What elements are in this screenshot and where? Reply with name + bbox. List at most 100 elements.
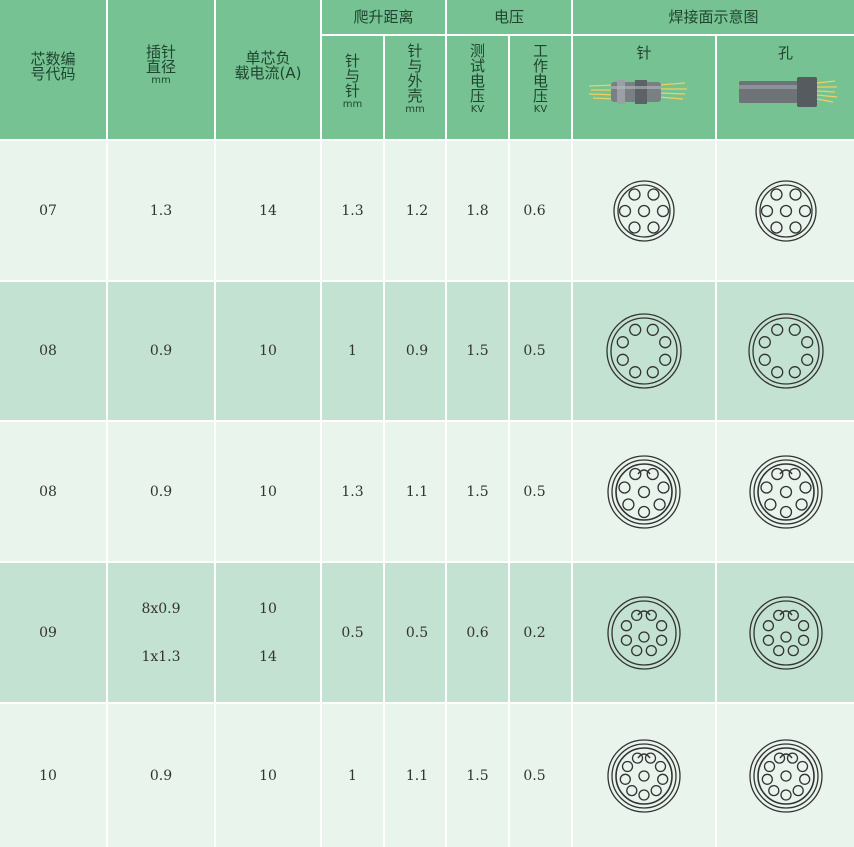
cell-text: 0.5	[523, 767, 546, 784]
header-voltage-label: 电压	[493, 7, 524, 26]
pin-face-diagram	[607, 454, 681, 529]
header-core-code: 芯数编 号代码	[0, 0, 106, 139]
header-pin-diameter-line1: 插针	[145, 43, 176, 61]
cell-text: 0.9	[149, 483, 173, 500]
header-pin-to-pin-2: 与	[344, 67, 360, 85]
header-work-voltage-4: 压	[532, 87, 548, 105]
header-current-line1: 单芯负	[245, 48, 291, 67]
header-work-voltage-2: 作	[532, 57, 548, 75]
cell-text: 10	[259, 767, 277, 784]
pin-face-diagram	[613, 179, 675, 242]
cell-ps: 1.2	[385, 141, 445, 280]
header-pin-diameter-line2: 直径	[145, 58, 176, 76]
cell-pp: 1	[322, 704, 383, 847]
cell-text: 0.5	[405, 624, 429, 641]
pin-face-diagram	[607, 738, 681, 813]
header-pin-to-shell-unit: mm	[405, 104, 425, 115]
pin-face-cell	[573, 422, 715, 561]
cell-text: 0.5	[523, 343, 546, 359]
cell-work: 0.2	[510, 563, 571, 702]
cell-text: 14	[259, 648, 277, 665]
pin-connector-image	[589, 80, 687, 104]
header-weld-face: 焊接面示意图	[573, 0, 854, 34]
header-creepage-label: 爬升距离	[353, 7, 414, 26]
pin-face-cell	[573, 704, 715, 847]
cell-ps: 0.5	[385, 563, 445, 702]
header-pin-to-pin-3: 针	[344, 82, 360, 100]
header-hole-label: 孔	[777, 44, 793, 62]
cell-current: 10	[216, 282, 320, 420]
header-work-voltage-1: 工	[532, 42, 548, 60]
cell-text: 10	[259, 483, 277, 500]
cell-text: 0.9	[149, 343, 173, 359]
cell-diameter: 0.9	[108, 282, 214, 420]
cell-work: 0.6	[510, 141, 571, 280]
cell-pp: 0.5	[322, 563, 383, 702]
cell-diameter: 0.9	[108, 704, 214, 847]
header-pin-to-shell-1: 针	[407, 42, 423, 60]
header-pin-to-pin-unit: mm	[342, 99, 363, 110]
hole-face-diagram	[747, 313, 824, 389]
cell-text: 07	[39, 202, 57, 219]
header-pin-to-pin-1: 针	[344, 52, 360, 70]
pin-face-diagram	[606, 313, 682, 389]
cell-text: 1.5	[466, 767, 489, 784]
cell-diameter: 0.9	[108, 422, 214, 561]
header-test-voltage-unit: KV	[470, 104, 485, 115]
header-pin-diameter-unit: mm	[151, 75, 171, 86]
cell-code: 10	[0, 704, 106, 847]
pin-face-cell	[573, 563, 715, 702]
cell-text: 0.5	[523, 483, 546, 500]
header-test-voltage: 测 试 电 压 KV	[447, 36, 508, 139]
cell-ps: 0.9	[385, 282, 445, 420]
header-work-voltage-3: 电	[532, 72, 548, 90]
cell-current: 10	[216, 704, 320, 847]
cell-code: 07	[0, 141, 106, 280]
cell-text: 08	[39, 343, 57, 359]
cell-test: 1.8	[447, 141, 508, 280]
cell-diameter: 1.3	[108, 141, 214, 280]
cell-test: 1.5	[447, 422, 508, 561]
cell-text: 0.6	[466, 624, 489, 641]
cell-pp: 1.3	[322, 141, 383, 280]
cell-code: 09	[0, 563, 106, 702]
cell-text: 8x0.9	[141, 600, 181, 617]
cell-text: 0.9	[149, 767, 173, 784]
hole-face-cell	[717, 141, 854, 280]
cell-text: 0.9	[405, 343, 429, 359]
cell-text: 1.3	[149, 202, 173, 219]
header-test-voltage-3: 电	[469, 72, 485, 90]
cell-text: 1.5	[466, 343, 489, 359]
cell-text: 1.3	[341, 202, 364, 219]
hole-face-diagram	[754, 179, 817, 242]
pin-face-cell	[573, 282, 715, 420]
cell-current: 10 14	[216, 563, 320, 702]
header-pin-label: 针	[636, 44, 652, 62]
header-hole-cell: 孔	[717, 36, 854, 139]
header-voltage: 电压	[447, 0, 571, 34]
header-test-voltage-2: 试	[469, 57, 485, 75]
header-core-code-line2: 号代码	[30, 64, 76, 83]
cell-text: 1.5	[466, 483, 489, 500]
cell-diameter: 8x0.9 1x1.3	[108, 563, 214, 702]
hole-face-diagram	[748, 595, 823, 670]
cell-text: 1.8	[466, 202, 489, 219]
cell-test: 1.5	[447, 282, 508, 420]
cell-text: 1.2	[405, 202, 429, 219]
hole-face-diagram	[748, 738, 823, 813]
header-pin-to-shell-2: 与	[407, 57, 423, 75]
cell-text: 1	[348, 343, 357, 359]
header-pin-to-shell-4: 壳	[407, 87, 423, 105]
cell-text: 0.5	[341, 624, 364, 641]
cell-pp: 1.3	[322, 422, 383, 561]
cell-text: 1.1	[405, 767, 429, 784]
cell-text: 10	[259, 600, 277, 617]
cell-text: 1.3	[341, 483, 364, 500]
cell-ps: 1.1	[385, 422, 445, 561]
cell-text: 09	[39, 624, 57, 641]
header-pin-to-shell: 针 与 外 壳 mm	[385, 36, 445, 139]
cell-pp: 1	[322, 282, 383, 420]
hole-face-cell	[717, 704, 854, 847]
cell-work: 0.5	[510, 282, 571, 420]
hole-face-cell	[717, 422, 854, 561]
